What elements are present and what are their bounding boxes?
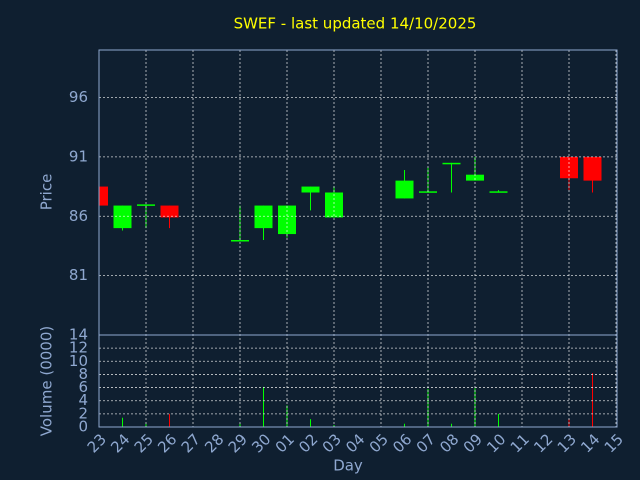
volume-tick-label: 0 [78, 418, 88, 436]
y-tick-label: 91 [69, 147, 88, 165]
volume-tick-label: 10 [69, 352, 88, 370]
y-tick-label: 86 [69, 207, 88, 225]
candle-body [395, 180, 414, 199]
candle-body [99, 186, 108, 206]
candle-body [325, 192, 343, 218]
volume-tick-label: 14 [69, 326, 88, 344]
y-tick-label: 96 [69, 88, 88, 106]
volume-axis-label: Volume (0000) [38, 326, 56, 436]
volume-tick-label: 12 [69, 339, 88, 357]
candle-body [442, 162, 461, 165]
volume-tick-label: 4 [78, 391, 88, 409]
volume-tick-label: 8 [78, 365, 88, 383]
volume-tick-label: 2 [78, 404, 88, 422]
candle-body [466, 174, 484, 181]
chart-title: SWEF - last updated 14/10/2025 [234, 15, 477, 33]
candle-body [419, 191, 437, 193]
candle-body [160, 205, 179, 218]
candle-body [231, 240, 249, 242]
volume-tick-label: 6 [78, 378, 88, 396]
candle-body [583, 156, 602, 181]
volume-frame [98, 334, 618, 428]
y-tick-label: 81 [69, 266, 88, 284]
candle-body [254, 205, 273, 229]
candle-body [301, 186, 320, 193]
x-axis-label: Day [333, 457, 363, 475]
candle-body [137, 204, 155, 206]
candle-body [489, 191, 508, 193]
y-axis-label: Price [38, 174, 56, 211]
candle-body [113, 205, 132, 229]
